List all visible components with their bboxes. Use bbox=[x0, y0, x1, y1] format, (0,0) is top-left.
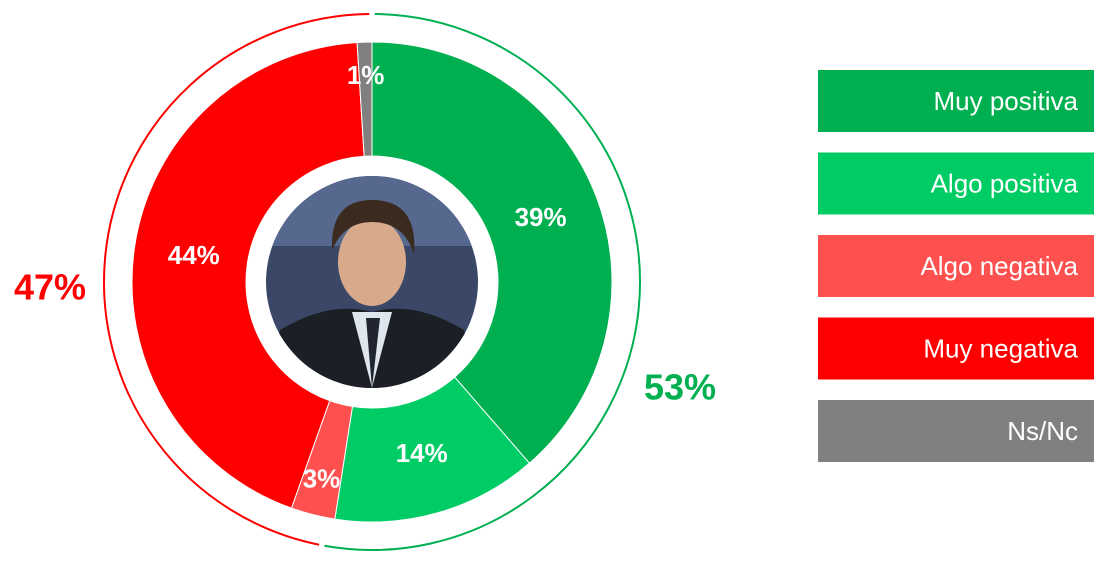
legend-swatch bbox=[818, 152, 1094, 215]
value-label: 44% bbox=[168, 240, 220, 270]
group-arc bbox=[103, 13, 370, 546]
legend-label: Muy negativa bbox=[923, 333, 1078, 363]
legend-label: Algo positiva bbox=[931, 168, 1079, 198]
legend-swatch bbox=[818, 70, 1094, 132]
legend-swatch bbox=[818, 400, 1094, 462]
value-label: 1% bbox=[347, 60, 385, 90]
donut-slice bbox=[356, 41, 373, 157]
group-arc bbox=[324, 13, 641, 551]
legend-label: Ns/Nc bbox=[1007, 416, 1078, 446]
legend-label: Muy positiva bbox=[934, 86, 1079, 116]
donut-slice bbox=[334, 376, 531, 523]
value-label: 3% bbox=[303, 464, 341, 494]
group-total: 47% bbox=[14, 267, 86, 308]
donut-slice bbox=[131, 41, 365, 509]
legend-swatch bbox=[818, 317, 1094, 380]
donut-slice bbox=[371, 41, 613, 464]
value-label: 39% bbox=[515, 202, 567, 232]
photo bbox=[266, 176, 478, 388]
group-total: 53% bbox=[644, 367, 716, 408]
legend-label: Algo negativa bbox=[920, 251, 1078, 281]
legend-swatch bbox=[818, 235, 1094, 297]
value-label: 14% bbox=[396, 438, 448, 468]
